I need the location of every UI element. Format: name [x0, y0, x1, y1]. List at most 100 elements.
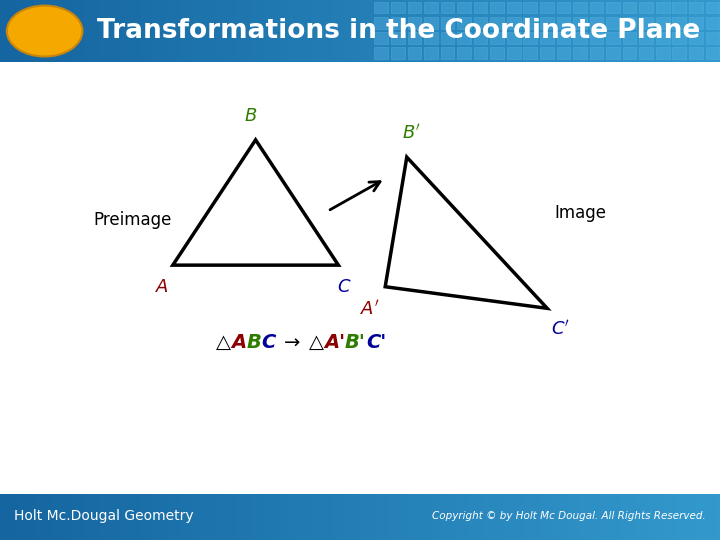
Bar: [706, 2, 719, 14]
Bar: [391, 17, 405, 29]
Text: B: B: [246, 333, 261, 353]
Bar: [457, 47, 471, 59]
Bar: [424, 32, 438, 44]
Bar: [672, 32, 686, 44]
Bar: [408, 32, 421, 44]
Bar: [590, 2, 603, 14]
Bar: [623, 17, 636, 29]
Bar: [639, 2, 653, 14]
Bar: [523, 47, 537, 59]
Bar: [424, 47, 438, 59]
Bar: [557, 17, 570, 29]
Bar: [474, 17, 487, 29]
Bar: [672, 47, 686, 59]
Bar: [706, 17, 719, 29]
Bar: [656, 47, 670, 59]
Bar: [391, 47, 405, 59]
Bar: [540, 2, 554, 14]
Text: B': B': [345, 333, 366, 353]
Bar: [639, 47, 653, 59]
Bar: [408, 17, 421, 29]
Bar: [391, 32, 405, 44]
Text: Holt Mc.Dougal Geometry: Holt Mc.Dougal Geometry: [14, 509, 194, 523]
Bar: [441, 17, 454, 29]
Bar: [424, 2, 438, 14]
Bar: [656, 2, 670, 14]
Text: C': C': [366, 333, 386, 353]
Bar: [689, 17, 703, 29]
Text: $C'$: $C'$: [551, 319, 570, 338]
Bar: [523, 17, 537, 29]
Bar: [689, 32, 703, 44]
Text: Image: Image: [554, 204, 606, 222]
Bar: [490, 47, 504, 59]
Bar: [639, 32, 653, 44]
Text: △: △: [216, 333, 231, 353]
Bar: [490, 17, 504, 29]
Bar: [540, 47, 554, 59]
Bar: [606, 17, 620, 29]
Text: A: A: [231, 333, 246, 353]
Bar: [507, 17, 521, 29]
Bar: [408, 2, 421, 14]
Bar: [391, 2, 405, 14]
Bar: [374, 32, 388, 44]
Text: C: C: [261, 333, 275, 353]
Text: △: △: [309, 333, 324, 353]
Bar: [706, 47, 719, 59]
Bar: [457, 17, 471, 29]
Text: $C$: $C$: [337, 278, 351, 296]
Bar: [523, 32, 537, 44]
Bar: [590, 47, 603, 59]
Bar: [623, 47, 636, 59]
Bar: [540, 32, 554, 44]
Text: →: →: [284, 333, 300, 353]
Bar: [474, 2, 487, 14]
Bar: [557, 47, 570, 59]
Bar: [408, 47, 421, 59]
Bar: [557, 32, 570, 44]
Bar: [573, 17, 587, 29]
Bar: [457, 32, 471, 44]
Bar: [590, 32, 603, 44]
Text: Copyright © by Holt Mc Dougal. All Rights Reserved.: Copyright © by Holt Mc Dougal. All Right…: [432, 511, 706, 521]
Bar: [457, 2, 471, 14]
Bar: [441, 32, 454, 44]
Bar: [573, 32, 587, 44]
Bar: [656, 17, 670, 29]
Bar: [507, 32, 521, 44]
Text: A': A': [324, 333, 345, 353]
Bar: [606, 2, 620, 14]
Bar: [672, 17, 686, 29]
Text: $B'$: $B'$: [402, 123, 420, 142]
Bar: [656, 32, 670, 44]
Bar: [374, 47, 388, 59]
Bar: [672, 2, 686, 14]
Text: Transformations in the Coordinate Plane: Transformations in the Coordinate Plane: [97, 18, 701, 44]
Bar: [540, 17, 554, 29]
Bar: [424, 17, 438, 29]
Bar: [639, 17, 653, 29]
Text: $A$: $A$: [156, 278, 169, 296]
Bar: [606, 32, 620, 44]
Bar: [623, 2, 636, 14]
Bar: [474, 47, 487, 59]
Bar: [374, 2, 388, 14]
Bar: [606, 47, 620, 59]
Bar: [706, 32, 719, 44]
Text: $B$: $B$: [244, 107, 257, 125]
Bar: [507, 47, 521, 59]
Bar: [507, 2, 521, 14]
Bar: [573, 47, 587, 59]
Bar: [490, 2, 504, 14]
Text: Preimage: Preimage: [94, 211, 172, 229]
Bar: [441, 47, 454, 59]
Bar: [474, 32, 487, 44]
Bar: [689, 2, 703, 14]
Bar: [623, 32, 636, 44]
Bar: [374, 17, 388, 29]
Bar: [523, 2, 537, 14]
Text: $A'$: $A'$: [359, 300, 379, 319]
Bar: [689, 47, 703, 59]
Bar: [441, 2, 454, 14]
